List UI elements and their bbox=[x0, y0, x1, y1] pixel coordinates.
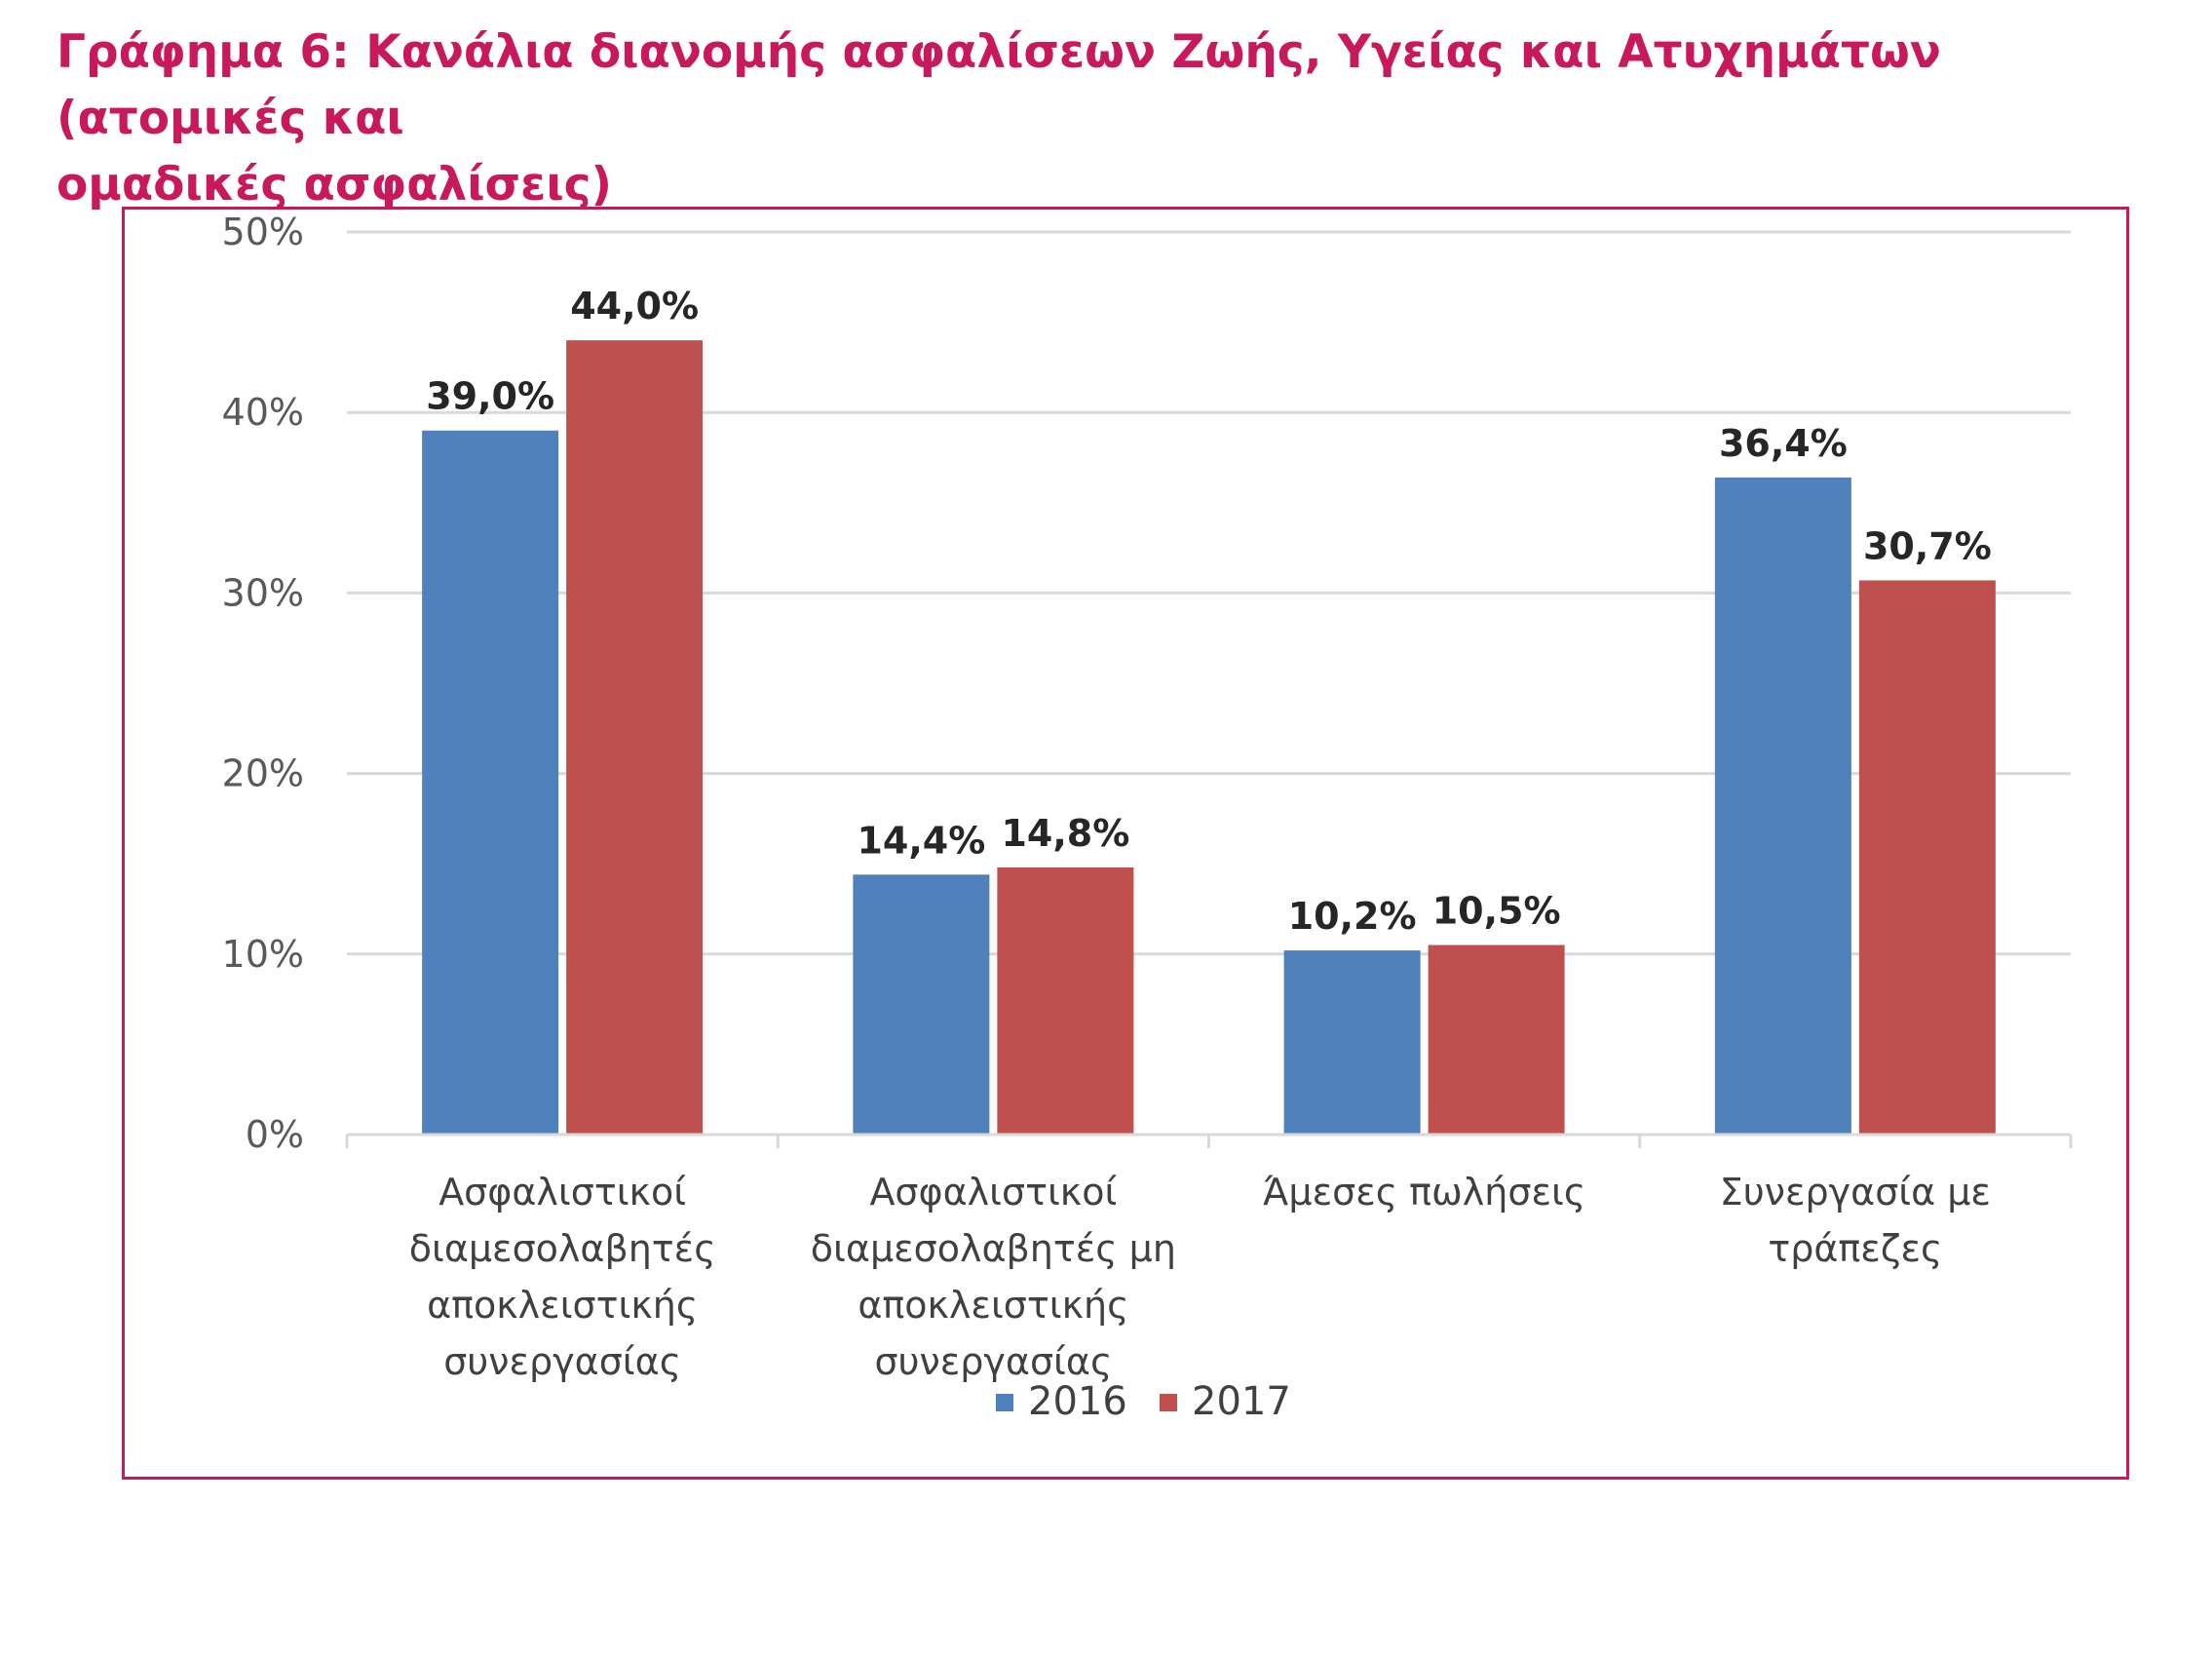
category-label: Ασφαλιστικοί bbox=[439, 1171, 686, 1214]
legend-swatch-2016 bbox=[996, 1394, 1013, 1411]
y-tick-label: 20% bbox=[222, 752, 304, 795]
chart-title: Γράφημα 6: Κανάλια διανομής ασφαλίσεων Ζ… bbox=[57, 19, 2181, 218]
category-label: Συνεργασία με bbox=[1720, 1171, 1991, 1214]
category-label: Άμεσες πωλήσεις bbox=[1263, 1171, 1585, 1214]
category-label: αποκλειστικής bbox=[427, 1284, 698, 1327]
data-label: 10,2% bbox=[1288, 895, 1417, 938]
x-axis bbox=[345, 1133, 2073, 1148]
y-axis-labels: 0% 10% 20% 30% 40% 50% bbox=[222, 211, 304, 1156]
chart-frame bbox=[122, 207, 2129, 1480]
legend-label-2017: 2017 bbox=[1192, 1379, 1291, 1424]
bars bbox=[422, 340, 1996, 1136]
data-label: 14,8% bbox=[1001, 812, 1129, 855]
chart-title-line-1: Γράφημα 6: Κανάλια διανομής ασφαλίσεων Ζ… bbox=[57, 25, 1941, 145]
category-label: συνεργασίας bbox=[443, 1340, 681, 1383]
y-tick-label: 0% bbox=[246, 1113, 304, 1156]
bar-2017 bbox=[1428, 944, 1565, 1135]
data-label: 30,7% bbox=[1863, 524, 1992, 567]
category-labels: Ασφαλιστικοί διαμεσολαβητές αποκλειστικής σ… bbox=[409, 1171, 1991, 1383]
data-label: 39,0% bbox=[426, 375, 554, 418]
legend-swatch-2017 bbox=[1160, 1394, 1177, 1411]
legend-label-2016: 2016 bbox=[1028, 1379, 1127, 1424]
bar-2017 bbox=[997, 867, 1134, 1135]
bar-2016 bbox=[1714, 477, 1851, 1135]
legend: 2016 2017 bbox=[996, 1379, 1291, 1424]
category-label: τράπεζες bbox=[1768, 1227, 1942, 1270]
y-tick-label: 50% bbox=[222, 211, 304, 253]
category-label: διαμεσολαβητές bbox=[409, 1227, 716, 1270]
data-label: 14,4% bbox=[857, 819, 985, 862]
bar-2017 bbox=[1858, 580, 1996, 1135]
data-label: 44,0% bbox=[570, 285, 699, 328]
y-tick-label: 10% bbox=[222, 933, 304, 976]
bar-2017 bbox=[566, 340, 704, 1135]
y-tick-label: 40% bbox=[222, 391, 304, 434]
category-label: Ασφαλιστικοί bbox=[869, 1171, 1117, 1214]
category-label: αποκλειστικής bbox=[858, 1284, 1128, 1327]
data-label: 36,4% bbox=[1719, 422, 1848, 465]
bar-2016 bbox=[1283, 950, 1421, 1135]
category-label: διαμεσολαβητές μη bbox=[811, 1227, 1176, 1270]
bar-2016 bbox=[422, 430, 559, 1136]
data-label: 10,5% bbox=[1432, 890, 1561, 933]
chart-title-line-2: ομαδικές ασφαλίσεις) bbox=[57, 158, 612, 212]
bar-2016 bbox=[853, 874, 990, 1135]
data-labels: 39,0% 44,0% 14,4% 14,8% 10,2% 10,5% 36,4% 30,7% bbox=[426, 285, 1992, 938]
category-label: συνεργασίας bbox=[874, 1340, 1112, 1383]
y-tick-label: 30% bbox=[222, 571, 304, 614]
